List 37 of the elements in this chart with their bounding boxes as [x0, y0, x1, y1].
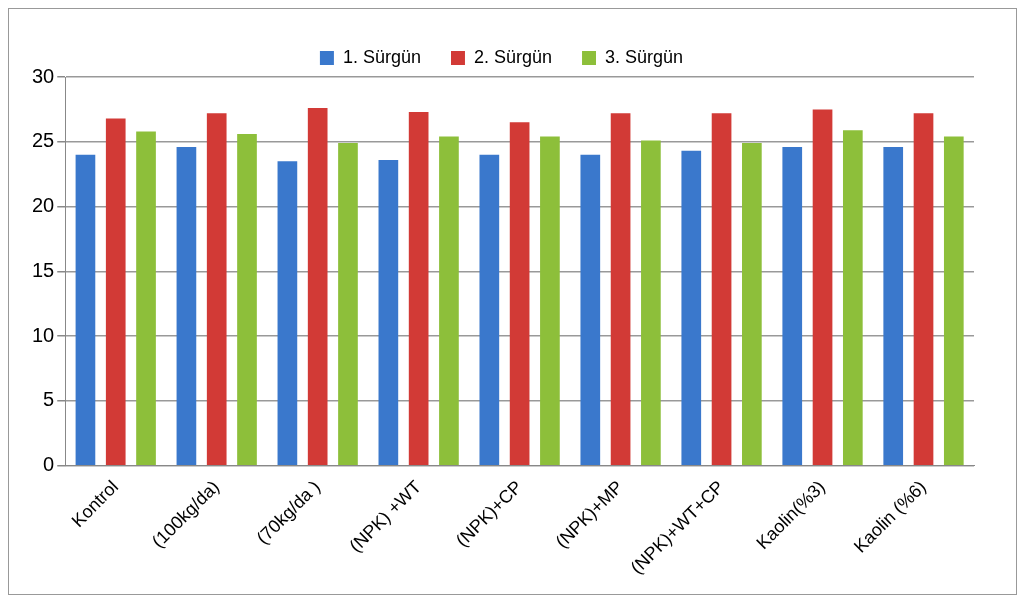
bar — [237, 134, 257, 465]
y-tick-label: 10 — [32, 323, 55, 346]
bar — [307, 108, 328, 465]
y-tick-label: 20 — [32, 194, 55, 217]
bar — [943, 136, 964, 465]
bar — [711, 113, 732, 465]
bar — [913, 113, 934, 465]
legend-label: 3. Sürgün — [605, 46, 684, 67]
bar — [742, 143, 762, 465]
bar — [782, 146, 803, 465]
y-tick-label: 0 — [43, 453, 55, 476]
bar — [338, 143, 358, 465]
legend-label: 1. Sürgün — [342, 46, 421, 67]
bar — [136, 131, 156, 465]
bar — [206, 113, 227, 465]
bar — [580, 154, 601, 465]
bar — [610, 113, 631, 465]
bar — [439, 136, 459, 465]
bar — [883, 146, 904, 465]
bar — [509, 122, 530, 465]
y-tick-label: 25 — [32, 129, 55, 152]
bar — [812, 109, 833, 465]
bar — [681, 150, 702, 465]
bar — [408, 111, 429, 465]
bar — [75, 154, 96, 465]
legend-label: 2. Sürgün — [473, 46, 553, 67]
bar — [540, 136, 560, 465]
y-tick-label: 5 — [43, 388, 55, 411]
bar — [105, 118, 126, 465]
bar — [176, 146, 197, 465]
bar — [479, 154, 500, 465]
bar — [277, 161, 298, 465]
y-tick-label: 15 — [32, 258, 55, 281]
bar — [641, 140, 661, 465]
y-tick-label: 30 — [32, 64, 55, 87]
bar — [842, 130, 863, 465]
bar — [378, 159, 399, 465]
